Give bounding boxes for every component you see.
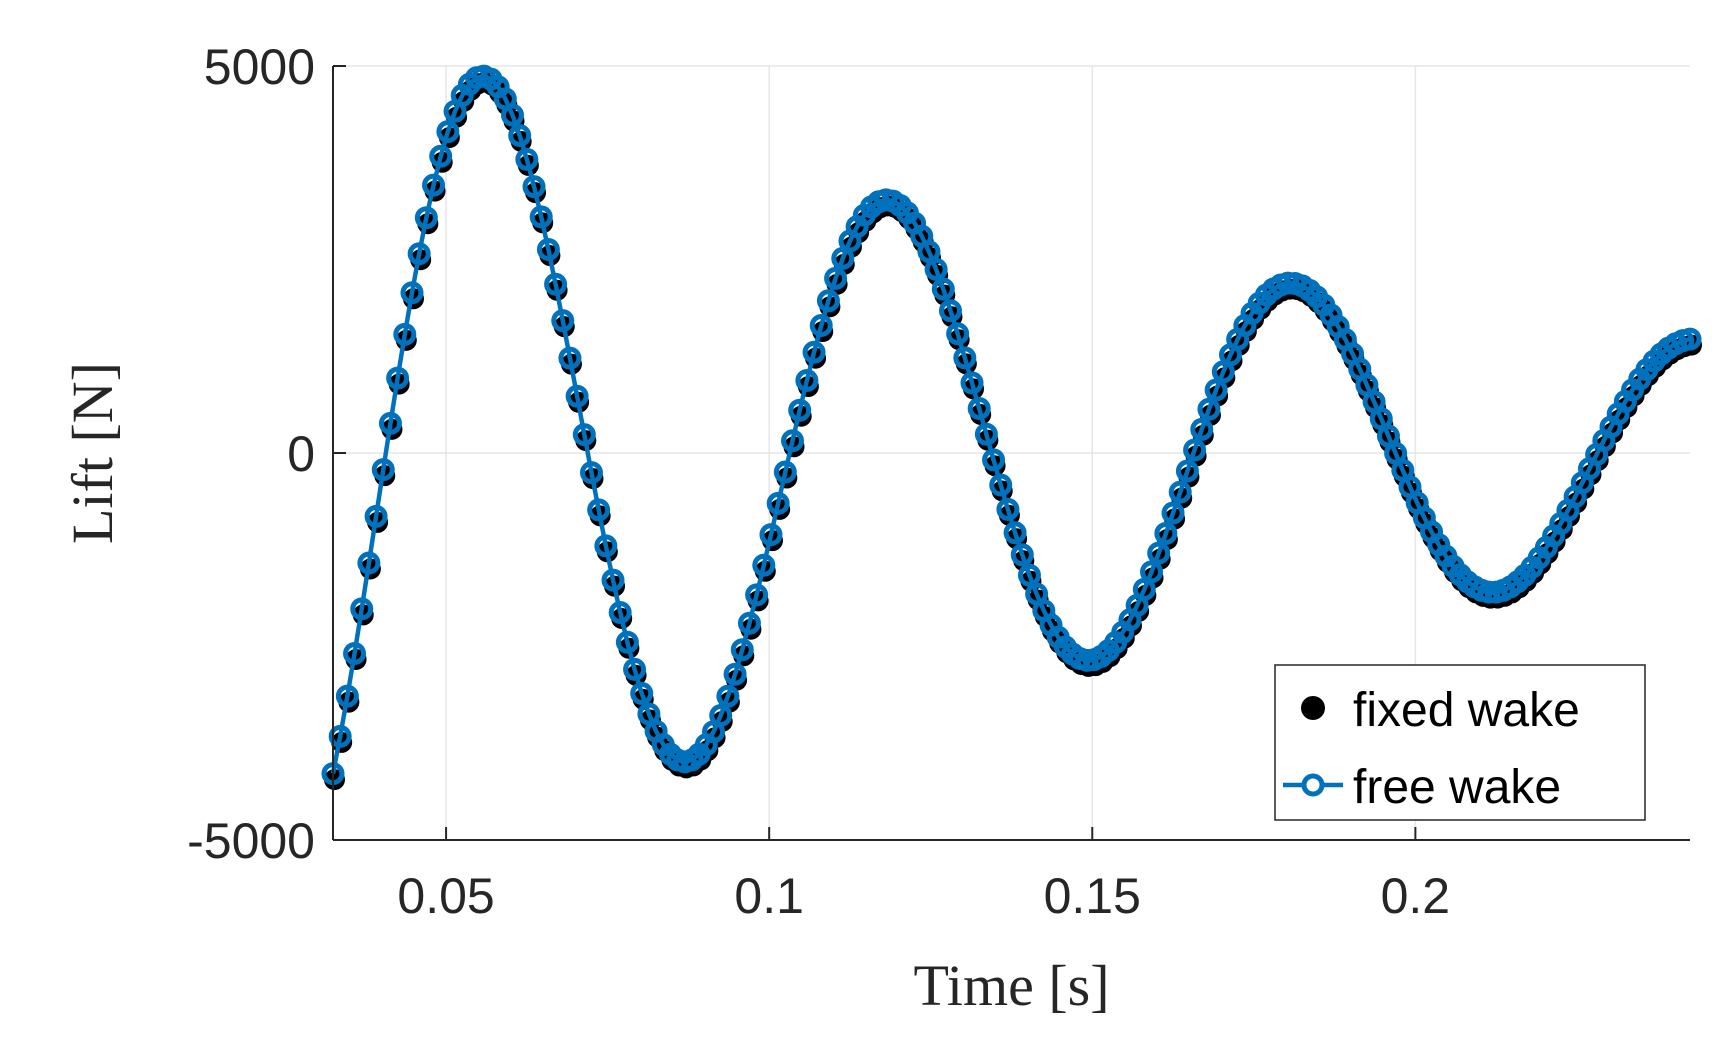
free-wake-point-59	[745, 583, 769, 607]
free-wake-point-54	[709, 703, 733, 727]
free-wake-point-96	[1010, 543, 1034, 567]
free-wake-point-123	[1204, 378, 1228, 402]
free-wake-point-60	[752, 553, 776, 577]
free-wake-point-31	[544, 272, 568, 296]
free-wake-point-121	[1190, 417, 1214, 441]
free-wake-point-89	[960, 371, 984, 395]
free-wake-point-29	[529, 205, 553, 229]
free-wake-point-95	[1003, 521, 1027, 545]
free-wake-point-6	[364, 504, 388, 528]
legend-fixed-wake-marker	[1301, 696, 1325, 720]
free-wake-point-12	[407, 242, 431, 266]
free-wake-point-35	[572, 423, 596, 447]
free-wake-point-69	[816, 289, 840, 313]
free-wake-point-57	[730, 638, 754, 662]
free-wake-point-36	[579, 461, 603, 485]
free-wake-point-11	[400, 281, 424, 305]
free-wake-point-68	[809, 314, 833, 338]
free-wake-point-88	[953, 346, 977, 370]
free-wake-point-40	[608, 600, 632, 624]
free-wake-point-8	[378, 411, 402, 435]
free-wake-point-92	[982, 448, 1006, 472]
y-axis-title: Lift [N]	[60, 362, 125, 544]
free-wake-point-189	[1678, 327, 1702, 351]
free-wake-point-2	[335, 684, 359, 708]
free-wake-point-7	[371, 458, 395, 482]
free-wake-point-9	[386, 366, 410, 390]
free-wake-point-34	[565, 384, 589, 408]
free-wake-point-66	[795, 369, 819, 393]
legend-free-wake-label: free wake	[1353, 761, 1561, 814]
free-wake-point-61	[759, 523, 783, 547]
free-wake-point-32	[551, 309, 575, 333]
free-wake-point-70	[824, 266, 848, 290]
free-wake-point-63	[773, 460, 797, 484]
y-tick-label-0: -5000	[187, 813, 315, 869]
free-wake-point-41	[615, 630, 639, 654]
free-wake-point-87	[946, 322, 970, 346]
legend-fixed-wake-label: fixed wake	[1353, 684, 1580, 737]
free-wake-point-26	[508, 123, 532, 147]
y-tick-label-1: 0	[287, 426, 315, 482]
tick-labels: 0.05 0.1 0.15 0.2 -5000 0 5000	[187, 39, 1450, 924]
free-wake-point-67	[802, 340, 826, 364]
free-wake-point-65	[788, 398, 812, 422]
axes	[332, 65, 1690, 841]
free-wake-point-117	[1161, 501, 1185, 525]
free-wake-point-91	[974, 422, 998, 446]
free-wake-point-16	[436, 120, 460, 144]
free-wake-point-86	[938, 299, 962, 323]
free-wake-point-33	[558, 346, 582, 370]
free-wake-point-114	[1140, 560, 1164, 584]
series-free-wake	[321, 64, 1702, 786]
free-wake-point-118	[1168, 480, 1192, 504]
free-wake-point-97	[1017, 563, 1041, 587]
free-wake-point-55	[716, 684, 740, 708]
free-wake-point-42	[623, 657, 647, 681]
y-tick-label-2: 5000	[204, 39, 315, 95]
free-wake-point-119	[1175, 459, 1199, 483]
x-tick-label-1: 0.1	[734, 868, 804, 924]
free-wake-point-122	[1197, 397, 1221, 421]
free-wake-point-38	[594, 534, 618, 558]
free-wake-point-93	[989, 473, 1013, 497]
free-wake-point-37	[587, 498, 611, 522]
free-wake-point-43	[630, 681, 654, 705]
free-wake-point-62	[766, 491, 790, 515]
legend: fixed wake free wake	[1274, 664, 1646, 821]
free-wake-line	[330, 73, 1691, 775]
x-axis-title: Time [s]	[913, 953, 1109, 1018]
free-wake-point-94	[996, 497, 1020, 521]
free-wake-point-27	[515, 147, 539, 171]
x-tick-label-3: 0.2	[1381, 868, 1451, 924]
free-wake-point-5	[357, 551, 381, 575]
free-wake-point-3	[343, 641, 367, 665]
free-wake-point-120	[1183, 438, 1207, 462]
free-wake-point-10	[393, 322, 417, 346]
free-wake-point-39	[601, 568, 625, 592]
free-wake-point-4	[350, 597, 374, 621]
free-wake-point-56	[723, 662, 747, 686]
free-wake-point-30	[536, 238, 560, 262]
legend-free-wake-marker	[1301, 773, 1325, 797]
free-wake-point-25	[500, 103, 524, 127]
free-wake-point-14	[422, 173, 446, 197]
free-wake-point-90	[967, 396, 991, 420]
free-wake-point-64	[781, 429, 805, 453]
free-wake-point-58	[737, 611, 761, 635]
free-wake-point-115	[1147, 541, 1171, 565]
free-wake-point-85	[931, 277, 955, 301]
free-wake-point-1	[328, 724, 352, 748]
free-wake-point-116	[1154, 521, 1178, 545]
free-wake-point-28	[522, 175, 546, 199]
x-tick-label-0: 0.05	[397, 868, 494, 924]
x-tick-label-2: 0.15	[1044, 868, 1141, 924]
free-wake-point-84	[924, 257, 948, 281]
legend-box	[1274, 664, 1646, 821]
free-wake-point-13	[414, 206, 438, 230]
free-wake-point-15	[429, 144, 453, 168]
